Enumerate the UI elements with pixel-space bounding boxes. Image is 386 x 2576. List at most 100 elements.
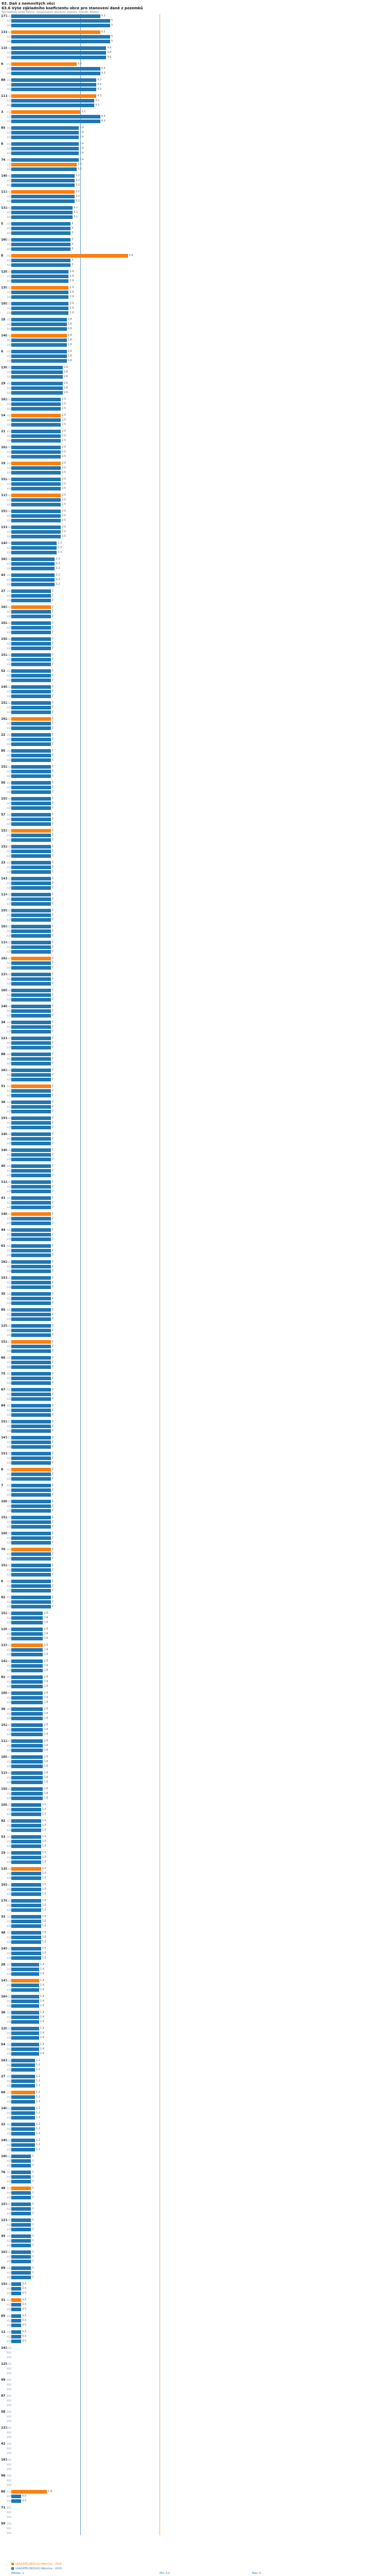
bar-2020[interactable] [11,1413,51,1417]
bar-2021[interactable] [11,754,51,757]
bar-2020[interactable] [11,375,63,379]
bar-2021[interactable] [11,2271,31,2275]
bar-2022[interactable] [11,1468,51,1471]
bar-2021[interactable] [11,2111,36,2115]
bar-2021[interactable] [11,386,63,390]
bar-2020[interactable] [11,1269,51,1273]
bar-2020[interactable] [11,1094,51,1097]
bar-2022[interactable] [11,2043,39,2046]
bar-2022[interactable] [11,1021,51,1024]
bar-2020[interactable] [11,1317,51,1321]
bar-2020[interactable] [11,2132,36,2136]
bar-2022[interactable] [11,941,51,944]
bar-2021[interactable] [11,1920,41,1923]
bar-2021[interactable] [11,1520,51,1524]
bar-2020[interactable] [11,199,75,203]
bar-2020[interactable] [11,934,51,938]
bar-2020[interactable] [11,1461,51,1465]
bar-2022[interactable] [11,1643,43,1647]
bar-2020[interactable] [11,295,69,299]
bar-2022[interactable] [11,2027,39,2030]
bar-2020[interactable] [11,663,51,666]
bar-2021[interactable] [11,1361,51,1364]
bar-2020[interactable] [11,1653,43,1656]
bar-2021[interactable] [11,1584,51,1588]
bar-2022[interactable] [11,126,79,130]
bar-2020[interactable] [11,2324,22,2327]
bar-2020[interactable] [11,1765,43,1768]
bar-2021[interactable] [11,2495,22,2498]
bar-2020[interactable] [11,966,51,970]
bar-2021[interactable] [11,2031,39,2035]
bar-2020[interactable] [11,1238,51,1241]
bar-2020[interactable] [11,24,110,27]
bar-2021[interactable] [11,929,51,933]
bar-2022[interactable] [11,1116,51,1120]
bar-2020[interactable] [11,631,51,634]
bar-2020[interactable] [11,1381,51,1385]
bar-2020[interactable] [11,1669,43,1672]
bar-2022[interactable] [11,1244,51,1248]
bar-2021[interactable] [11,1840,41,1843]
bar-2022[interactable] [11,813,51,817]
bar-2021[interactable] [11,2239,31,2243]
bar-2022[interactable] [11,14,100,18]
bar-2022[interactable] [11,1675,43,1679]
bar-2020[interactable] [11,822,51,826]
bar-2021[interactable] [11,913,51,917]
bar-2020[interactable] [11,2036,39,2040]
bar-2021[interactable] [11,722,51,725]
bar-2020[interactable] [11,2084,36,2088]
bar-2020[interactable] [11,758,51,762]
bar-2022[interactable] [11,1755,43,1759]
bar-2021[interactable] [11,1872,41,1875]
bar-2021[interactable] [11,2079,36,2083]
bar-2020[interactable] [11,471,61,474]
bar-2021[interactable] [11,466,61,470]
bar-2020[interactable] [11,1062,51,1065]
bar-2020[interactable] [11,1828,41,1832]
bar-2021[interactable] [11,610,51,614]
bar-2020[interactable] [11,742,51,746]
bar-2020[interactable] [11,519,61,522]
bar-2022[interactable] [11,94,97,98]
bar-2021[interactable] [11,1824,41,1827]
bar-2020[interactable] [11,1781,43,1784]
bar-2021[interactable] [11,291,69,294]
bar-2022[interactable] [11,1180,51,1184]
bar-2022[interactable] [11,2139,36,2142]
bar-2020[interactable] [11,1844,41,1848]
bar-2021[interactable] [11,1281,51,1284]
bar-2022[interactable] [11,2234,31,2238]
bar-2022[interactable] [11,1899,41,1903]
bar-2020[interactable] [11,120,100,123]
bar-2022[interactable] [11,2298,22,2302]
bar-2021[interactable] [11,1137,51,1141]
bar-2020[interactable] [11,1573,51,1577]
bar-2020[interactable] [11,535,61,538]
bar-2021[interactable] [11,2143,36,2147]
bar-2022[interactable] [11,350,67,353]
bar-2022[interactable] [11,270,69,274]
bar-2022[interactable] [11,1388,51,1392]
bar-2021[interactable] [11,1680,43,1684]
bar-2021[interactable] [11,1808,41,1811]
bar-2022[interactable] [11,494,61,497]
bar-2022[interactable] [11,541,57,545]
bar-2021[interactable] [11,1057,51,1061]
bar-2021[interactable] [11,1201,51,1205]
bar-2021[interactable] [11,2095,36,2099]
bar-2022[interactable] [11,2107,36,2110]
bar-2020[interactable] [11,1701,43,1704]
bar-2020[interactable] [11,2052,39,2056]
bar-2022[interactable] [11,1819,41,1823]
bar-2021[interactable] [11,738,51,741]
bar-2020[interactable] [11,1797,43,1800]
bar-2021[interactable] [11,706,51,709]
bar-2020[interactable] [11,710,51,714]
bar-2020[interactable] [11,2180,31,2183]
bar-2020[interactable] [11,2148,36,2151]
bar-2020[interactable] [11,918,51,922]
bar-2021[interactable] [11,1089,51,1093]
bar-2021[interactable] [11,562,55,566]
